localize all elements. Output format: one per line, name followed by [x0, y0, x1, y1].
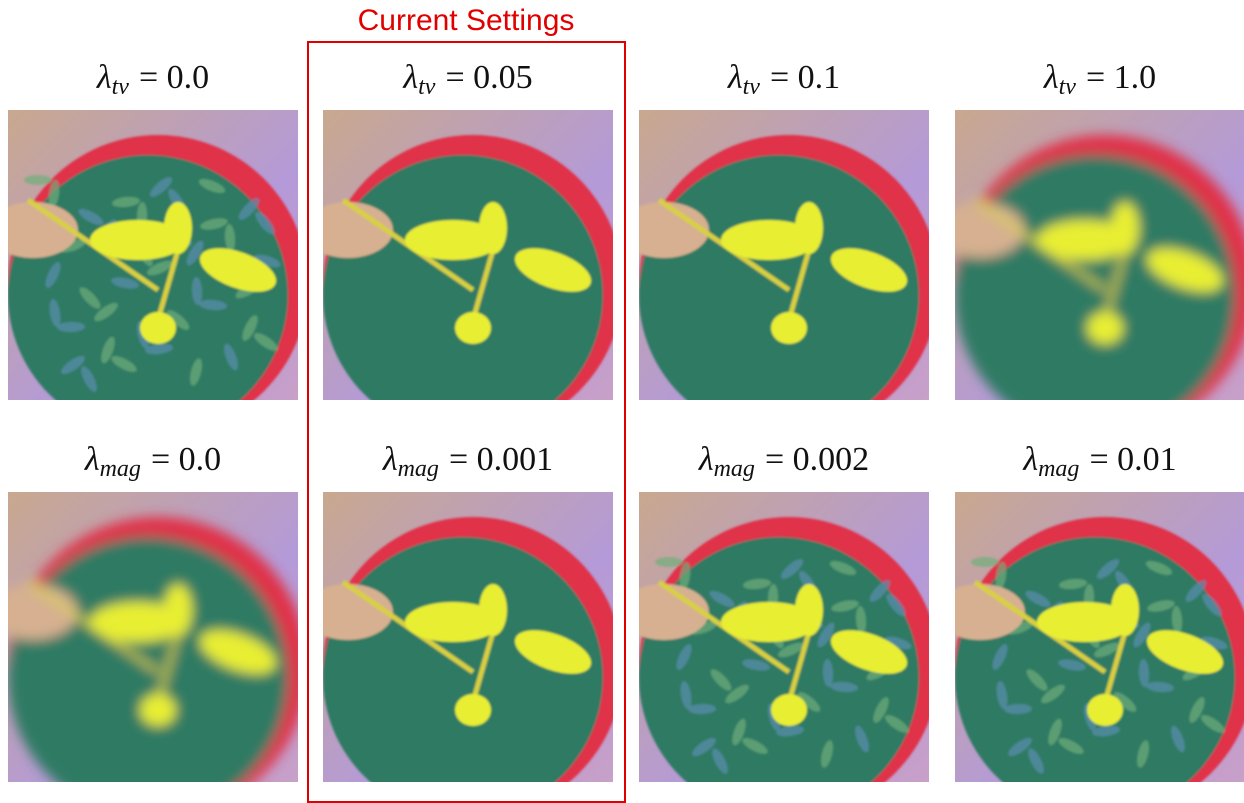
- label-symbol: λ: [382, 441, 398, 478]
- label-symbol: λ: [96, 59, 112, 96]
- pot-soil: [955, 155, 1235, 435]
- label-value: = 0.1: [770, 59, 840, 96]
- label-subscript: mag: [100, 456, 141, 482]
- leaf: [1111, 202, 1139, 254]
- leaf: [479, 584, 507, 636]
- panel-image: [935, 492, 1244, 803]
- leaf: [455, 312, 491, 344]
- panel-label: λmag = 0.001: [382, 441, 553, 482]
- panel-image: [0, 110, 308, 435]
- label-symbol: λ: [84, 441, 100, 478]
- label-subscript: tv: [743, 74, 761, 100]
- pot-soil: [639, 155, 919, 435]
- leaf: [771, 312, 807, 344]
- pebble: [619, 584, 709, 640]
- label-value: = 1.0: [1086, 59, 1156, 96]
- label-subscript: tv: [1059, 74, 1077, 100]
- highlight-title: Current Settings: [358, 4, 575, 37]
- panel-image: [619, 492, 939, 803]
- label-subscript: mag: [1038, 456, 1079, 482]
- panel-image: [303, 110, 623, 435]
- leaf: [771, 694, 807, 726]
- soil-texture: [24, 175, 52, 185]
- scene: [619, 517, 939, 803]
- leaf: [164, 202, 192, 254]
- pebble: [303, 584, 393, 640]
- label-subscript: tv: [112, 74, 130, 100]
- pot-soil: [323, 155, 603, 435]
- panel-image: [619, 110, 939, 435]
- panel-label: λtv = 0.05: [402, 59, 532, 100]
- label-subscript: mag: [398, 456, 439, 482]
- label-subscript: mag: [714, 456, 755, 482]
- label-value: = 0.0: [139, 59, 209, 96]
- panel-label: λmag = 0.01: [1022, 441, 1176, 482]
- label-value: = 0.05: [445, 59, 532, 96]
- figure: Current Settings λtv= 0.0λtv= 0.05λtv= 0…: [0, 0, 1244, 803]
- soil-texture: [655, 557, 683, 567]
- leaf: [795, 202, 823, 254]
- label-value: = 0.002: [765, 441, 869, 478]
- label-subscript: tv: [418, 74, 436, 100]
- pebble: [303, 202, 393, 258]
- panel-label: λmag = 0.0: [84, 441, 221, 482]
- leaf: [1087, 312, 1123, 344]
- soil-texture: [971, 557, 999, 567]
- pebble: [935, 202, 1025, 258]
- leaf: [455, 694, 491, 726]
- panel-image: [0, 492, 308, 803]
- pebble: [935, 584, 1025, 640]
- leaf: [795, 584, 823, 636]
- label-symbol: λ: [1022, 441, 1038, 478]
- panel-label: λmag = 0.002: [698, 441, 869, 482]
- leaf: [164, 584, 192, 636]
- label-symbol: λ: [698, 441, 714, 478]
- leaf: [1111, 584, 1139, 636]
- panel-image: [935, 110, 1244, 435]
- panel-label: λtv = 0.0: [96, 59, 209, 100]
- label-value: = 0.001: [449, 441, 553, 478]
- leaf: [1087, 694, 1123, 726]
- label-value: = 0.0: [151, 441, 221, 478]
- leaf: [140, 694, 176, 726]
- panel-label: λtv = 0.1: [727, 59, 840, 100]
- label-value: = 0.01: [1089, 441, 1176, 478]
- pebble: [619, 202, 709, 258]
- leaf: [140, 312, 176, 344]
- label-symbol: λ: [1043, 59, 1059, 96]
- label-symbol: λ: [402, 59, 418, 96]
- leaf: [479, 202, 507, 254]
- panel-label: λtv = 1.0: [1043, 59, 1156, 100]
- scene: [0, 135, 308, 435]
- panel-image: [303, 492, 623, 803]
- label-symbol: λ: [727, 59, 743, 96]
